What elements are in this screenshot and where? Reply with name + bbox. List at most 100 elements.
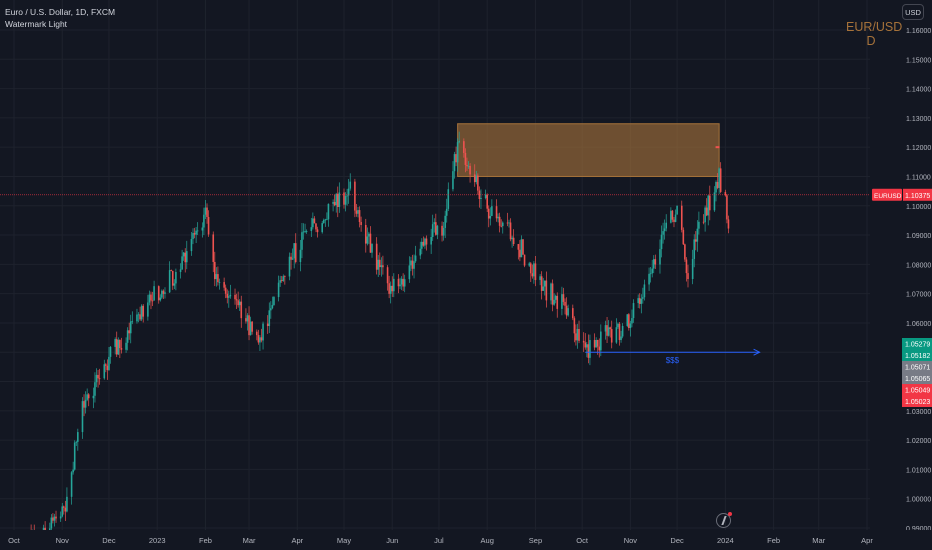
candle — [663, 219, 666, 240]
x-tick-label: Jun — [386, 536, 398, 545]
candle-body — [436, 225, 439, 235]
candle-body — [288, 256, 291, 277]
x-tick-label: Dec — [670, 536, 684, 545]
candle-body — [572, 308, 574, 319]
candle-body — [273, 297, 275, 306]
candle-body — [173, 283, 176, 286]
candle-body — [321, 223, 324, 233]
candle-body — [399, 284, 401, 287]
candle — [313, 216, 316, 224]
candle-body — [500, 225, 503, 227]
candle-body — [131, 321, 134, 323]
candle-body — [301, 232, 303, 250]
candle — [375, 237, 378, 275]
x-tick-label: Mar — [243, 536, 256, 545]
tradingview-logo-icon[interactable] — [716, 512, 732, 528]
candle — [433, 218, 436, 233]
candle-body — [562, 294, 565, 302]
candle-body — [702, 221, 705, 223]
candle-body — [364, 225, 367, 244]
candle — [424, 237, 426, 249]
candle — [344, 192, 347, 212]
candle-body — [310, 227, 313, 231]
candle-body — [704, 207, 706, 223]
candle-body — [316, 229, 319, 233]
candle — [75, 440, 78, 447]
candle — [150, 291, 152, 310]
candle-body — [519, 249, 521, 258]
candle — [561, 286, 563, 316]
candle — [354, 178, 356, 218]
supply-zone-rect — [457, 123, 720, 177]
candle-body — [408, 265, 411, 280]
candle-body — [573, 318, 576, 334]
candle — [586, 341, 588, 358]
candle-body — [501, 222, 504, 227]
candle — [600, 324, 602, 357]
candle-body — [445, 208, 448, 216]
candle-body — [550, 283, 552, 301]
candle — [377, 254, 380, 277]
candle-body — [618, 323, 621, 340]
chart-grid — [0, 0, 870, 530]
candle — [670, 207, 672, 224]
candle — [506, 212, 509, 227]
annotation-lines[interactable]: $$$ — [0, 194, 870, 365]
x-tick-label: Feb — [767, 536, 780, 545]
candle-body — [595, 339, 597, 348]
candle — [498, 212, 501, 233]
candle-body — [215, 274, 218, 280]
candle — [288, 252, 291, 281]
candle-body — [691, 258, 694, 280]
candle — [431, 214, 434, 241]
candle — [562, 287, 565, 306]
watermark-timeframe: D — [866, 34, 876, 48]
currency-button[interactable]: USD — [902, 4, 924, 20]
candle — [206, 203, 208, 224]
candle — [484, 189, 487, 200]
candle-body — [589, 340, 591, 358]
candle-body — [207, 216, 210, 235]
candle — [131, 311, 134, 325]
candle-body — [575, 333, 577, 341]
indicator-label[interactable]: Watermark Light — [5, 19, 68, 29]
candle-body — [431, 224, 434, 238]
candle-body — [73, 442, 76, 470]
candle-body — [164, 292, 166, 294]
candle-body — [508, 222, 510, 224]
candle — [512, 229, 515, 246]
candle-body — [228, 296, 230, 298]
candle-body — [430, 237, 432, 245]
candle — [542, 277, 545, 291]
symbol-title[interactable]: Euro / U.S. Dollar, 1D, FXCM — [5, 7, 116, 17]
current-price-tag — [903, 188, 932, 201]
candle-body — [698, 221, 700, 229]
candle — [108, 346, 110, 371]
candle-body — [157, 286, 160, 301]
candle-body — [150, 294, 152, 301]
candle — [497, 213, 499, 223]
candle — [707, 194, 710, 226]
candle-body — [511, 237, 513, 240]
candle — [473, 164, 476, 187]
candle-body — [224, 287, 227, 294]
candle — [147, 294, 149, 321]
candle — [509, 218, 512, 242]
price-tag — [902, 395, 932, 407]
candle-body — [414, 255, 417, 262]
supply-zone[interactable] — [457, 123, 720, 177]
y-tick-label: 1.06000 — [906, 321, 931, 328]
candle-body — [663, 228, 666, 232]
candle — [343, 188, 345, 209]
candle-body — [257, 335, 260, 343]
candle — [195, 226, 197, 243]
candle-body — [86, 394, 88, 400]
candle — [393, 273, 395, 298]
candle — [270, 301, 272, 319]
candle — [651, 259, 653, 278]
candle — [291, 248, 294, 260]
candle-body — [59, 516, 62, 519]
candle-body — [389, 285, 392, 294]
candle-body — [719, 168, 722, 192]
